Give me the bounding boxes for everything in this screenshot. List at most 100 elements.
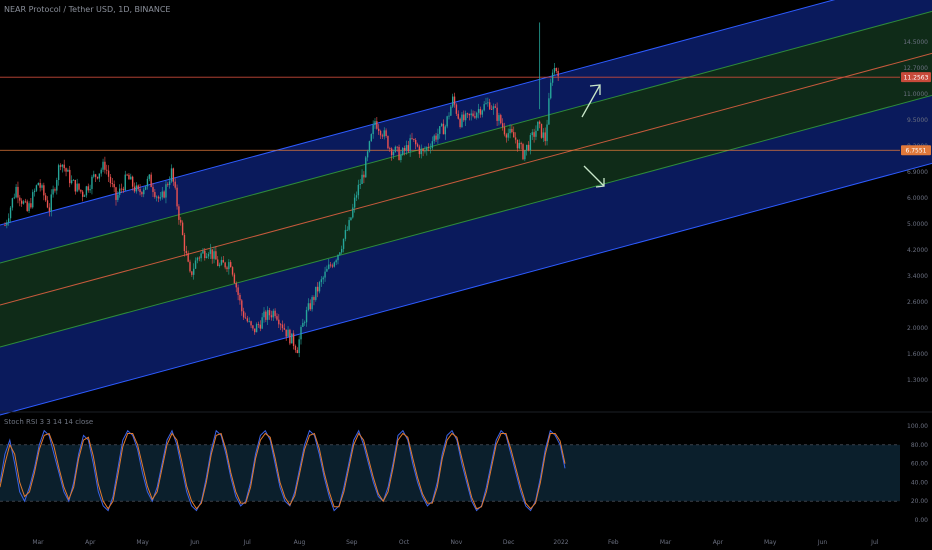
candle-body	[176, 187, 178, 207]
candle-body	[241, 300, 243, 312]
price-axis[interactable]: 14.500012.700011.00009.50008.20006.90006…	[903, 39, 928, 384]
candle-body	[476, 112, 478, 118]
candle-body	[487, 102, 489, 104]
candle-body	[46, 200, 49, 208]
candle-body	[126, 174, 128, 176]
candle-body	[209, 249, 212, 254]
candle-body	[477, 109, 480, 113]
x-tick-label: Jun	[189, 539, 200, 546]
candle	[131, 175, 134, 191]
candle	[511, 124, 513, 134]
candle-body	[22, 201, 25, 204]
candle	[416, 142, 419, 148]
candle	[204, 248, 206, 261]
candle-body	[257, 324, 260, 325]
candle-body	[468, 113, 471, 116]
candle-body	[167, 184, 169, 186]
candle	[54, 187, 56, 193]
candle	[365, 155, 367, 178]
candle-body	[4, 225, 6, 227]
candle	[33, 188, 36, 197]
candle-body	[270, 315, 273, 318]
candle	[281, 320, 284, 332]
candle	[283, 323, 286, 331]
candle-body	[294, 345, 297, 351]
candle-body	[268, 310, 271, 316]
candle-body	[93, 174, 95, 177]
candle-body	[224, 262, 226, 268]
candle	[270, 310, 273, 321]
osc-tick-label: 100.00	[907, 423, 928, 430]
candle-body	[6, 222, 8, 226]
candle	[146, 176, 149, 190]
candle-body	[346, 229, 348, 231]
candle-body	[78, 183, 80, 190]
candle	[48, 203, 51, 217]
candle-body	[211, 249, 213, 259]
candle-body	[550, 82, 552, 99]
candle	[135, 182, 138, 194]
candle	[143, 187, 145, 198]
candle-body	[339, 252, 341, 255]
candle-body	[235, 283, 237, 288]
candle	[405, 140, 408, 155]
candle	[278, 314, 280, 328]
osc-tick-label: 60.00	[911, 461, 928, 468]
candle	[244, 312, 247, 319]
candle	[304, 320, 306, 326]
candle-body	[374, 121, 376, 125]
candle	[453, 92, 456, 108]
candle	[250, 320, 252, 328]
candle	[124, 170, 126, 192]
candle	[94, 173, 97, 183]
candle-body	[254, 328, 256, 333]
candle	[11, 197, 14, 211]
candle-body	[553, 68, 556, 73]
candle-body	[67, 169, 69, 172]
candle	[485, 97, 487, 105]
candle-body	[41, 185, 43, 188]
candle	[392, 149, 395, 160]
candle	[316, 282, 319, 298]
candle-body	[87, 186, 89, 191]
candle	[522, 142, 524, 161]
candle-body	[402, 148, 404, 155]
time-axis[interactable]: Mar Apr May Jun Jul Aug Sep Oct Nov Dec 2022 Feb Mar…	[32, 539, 878, 546]
candle	[65, 167, 67, 177]
candle	[8, 213, 10, 226]
candle	[533, 128, 535, 143]
candle	[444, 124, 446, 140]
candle	[305, 306, 308, 327]
oscillator-series-1	[0, 432, 566, 510]
candle-body	[30, 203, 32, 208]
candle-body	[250, 321, 252, 326]
candle-body	[353, 197, 356, 208]
candle	[407, 140, 409, 153]
candle	[242, 307, 245, 320]
candle	[492, 103, 495, 115]
candle	[107, 165, 110, 182]
candle	[72, 178, 75, 181]
candle	[331, 263, 334, 269]
candle	[267, 306, 269, 325]
candle	[241, 298, 243, 316]
candle	[459, 117, 461, 129]
candle	[87, 183, 89, 193]
symbol-title: NEAR Protocol / Tether USD, 1D, BINANCE	[4, 5, 171, 14]
candle-body	[542, 132, 545, 138]
candle-body	[124, 174, 126, 191]
candle	[461, 112, 463, 129]
candle	[220, 256, 223, 266]
candle-body	[292, 333, 295, 346]
candle	[67, 168, 69, 172]
candle	[128, 173, 130, 180]
candle	[213, 246, 215, 264]
candle	[15, 184, 17, 199]
candle	[255, 322, 258, 333]
candle	[468, 113, 471, 121]
candle-body	[48, 207, 51, 212]
candle-body	[372, 124, 374, 135]
x-tick-label: Mar	[32, 539, 44, 546]
candle-body	[43, 185, 45, 196]
